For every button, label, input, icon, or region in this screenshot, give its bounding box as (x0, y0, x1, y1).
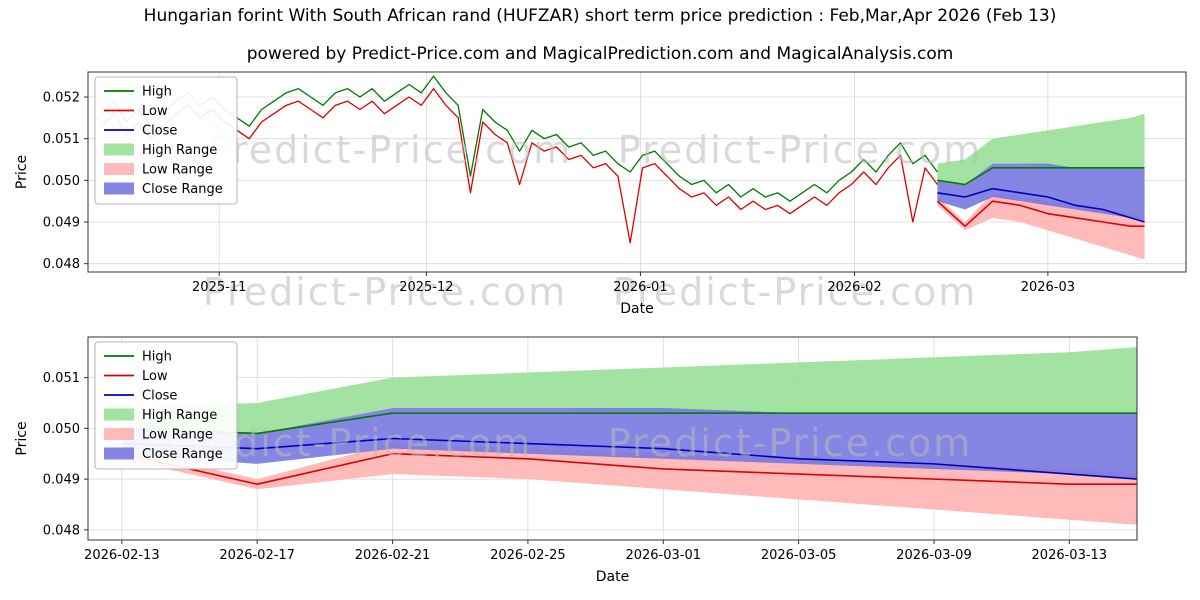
legend: High Low Close High Range Low Range Close Ran… (94, 76, 238, 205)
x-axis-label: Date (596, 569, 629, 585)
forecast-high-line (937, 167, 1145, 186)
watermark-text: Predict-Price.com (618, 128, 983, 172)
forecast-detail-chart: Predict-Price.com Predict-Price.com 2026-0… (0, 325, 1200, 600)
forecast-high-line (121, 412, 1137, 435)
x-tick-label: 2026-03-01 (625, 548, 701, 563)
y-tick-label: 0.051 (43, 371, 80, 386)
low-range-legend-swatch (104, 428, 134, 440)
figure-title: Hungarian forint With South African rand… (143, 6, 1057, 26)
forecast-low-line (936, 200, 1145, 227)
x-tick-label: 2026-02 (827, 280, 881, 295)
y-tick-label: 0.049 (43, 473, 80, 488)
forecast-low-line (121, 452, 1137, 485)
y-axis-label: Price (14, 155, 30, 189)
watermark-text: Predict-Price.com (208, 128, 573, 172)
legend-label: Close Range (142, 182, 223, 197)
ticks (84, 96, 1049, 276)
y-tick-label: 0.050 (43, 422, 80, 437)
legend-label: Low (142, 369, 168, 384)
legend-label: Close Range (142, 447, 223, 462)
ticks (84, 377, 1070, 544)
high-range-legend-swatch (104, 143, 134, 156)
legend-label: Close (142, 389, 177, 404)
figure-subtitle: powered by Predict-Price.com and Magical… (246, 44, 954, 64)
x-tick-label: 2026-03-13 (1032, 548, 1108, 563)
y-axis-label: Price (14, 421, 30, 455)
top-chart-svg: Predict-Price.com Predict-Price.com Predic… (14, 71, 1187, 317)
legend: High Low Close High Range Low Range Close Ran… (94, 341, 238, 470)
x-tick-label: 2025-11 (192, 280, 246, 295)
legend-label: High Range (142, 143, 217, 158)
x-tick-label: 2026-02-25 (490, 548, 566, 563)
x-tick-label: 2026-03 (1021, 280, 1075, 295)
history-low-line (101, 88, 938, 244)
high-range-band (937, 113, 1145, 185)
x-tick-label: 2025-12 (399, 280, 453, 295)
forecast-close-line (121, 437, 1138, 480)
plot-border (87, 336, 1138, 541)
x-tick-label: 2026-02-21 (355, 548, 431, 563)
bottom-chart-svg: Predict-Price.com Predict-Price.com2026-0… (14, 336, 1138, 585)
y-tick-label: 0.048 (43, 523, 80, 538)
x-tick-label: 2026-03-09 (896, 548, 972, 563)
history-forecast-chart: Predict-Price.com Predict-Price.com Predic… (0, 60, 1200, 325)
close-range-legend-swatch (104, 447, 134, 460)
y-tick-label: 0.052 (43, 91, 80, 106)
forecast-close-line (937, 187, 1145, 223)
y-tick-label: 0.048 (43, 257, 80, 272)
x-tick-label: 2026-02-13 (84, 548, 160, 563)
y-tick-label: 0.051 (43, 132, 80, 147)
legend-label: Low (142, 104, 168, 119)
legend-label: High (142, 85, 172, 100)
x-axis-label: Date (620, 301, 653, 317)
low-range-legend-swatch (104, 163, 134, 175)
y-tick-label: 0.050 (43, 174, 80, 189)
legend-label: Low Range (142, 163, 213, 178)
legend-label: High Range (142, 408, 217, 423)
watermark-text: Predict-Price.com (203, 270, 568, 314)
watermark-text: Predict-Price.com (613, 270, 978, 314)
high-range-band (121, 347, 1138, 434)
legend-label: High (142, 350, 172, 365)
legend-label: Low Range (142, 428, 213, 443)
y-tick-label: 0.049 (43, 216, 80, 231)
close-range-legend-swatch (104, 182, 134, 195)
legend-label: Close (142, 124, 177, 139)
plot-border (87, 71, 1187, 273)
x-tick-label: 2026-01 (613, 280, 667, 295)
watermark-text: Predict-Price.com (608, 421, 973, 465)
high-range-legend-swatch (104, 408, 134, 421)
grid (88, 72, 1186, 272)
x-tick-label: 2026-02-17 (219, 548, 295, 563)
history-high-line (101, 75, 938, 202)
x-tick-label: 2026-03-05 (761, 548, 837, 563)
